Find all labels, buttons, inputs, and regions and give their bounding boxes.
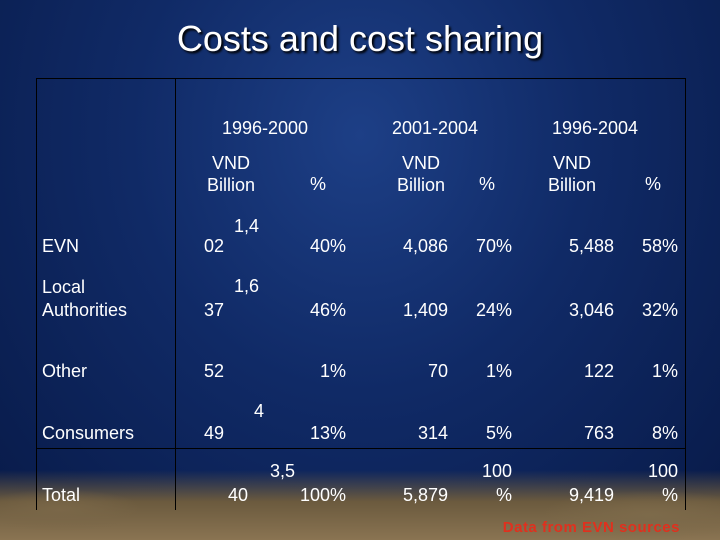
- table-cell: 52: [204, 361, 225, 381]
- table-cell: 40: [228, 485, 249, 505]
- table-cell: 13%: [309, 423, 346, 443]
- row-label: Consumers: [42, 423, 135, 443]
- table-cell: 100: [647, 461, 678, 481]
- table-cell: 5,879: [402, 485, 448, 505]
- table-cell: 46%: [309, 300, 346, 320]
- table-cell: 1,409: [402, 300, 448, 320]
- table-cell: 40%: [309, 236, 346, 256]
- grid-line: [36, 448, 686, 449]
- row-label: Other: [42, 361, 88, 381]
- table-cell: 4,086: [402, 236, 448, 256]
- table-cell: 70: [427, 361, 448, 381]
- grid-line: [175, 78, 176, 510]
- unit-header-vnd: VND Billion: [206, 153, 256, 195]
- table-cell: 32%: [641, 300, 678, 320]
- table-cell: 1%: [485, 361, 512, 381]
- table-cell: 5%: [485, 423, 512, 443]
- unit-header-pct: %: [309, 174, 326, 194]
- table-cell: 3,5: [270, 461, 296, 481]
- table-cell: 58%: [641, 236, 678, 256]
- table-cell: 100%: [299, 485, 346, 505]
- unit-header-pct: %: [644, 174, 661, 194]
- table-cell: 3,046: [568, 300, 614, 320]
- table-cell: 37: [204, 300, 225, 320]
- table-cell: 763: [583, 423, 614, 443]
- table-cell: 1,4: [234, 216, 260, 236]
- row-label: EVN: [42, 236, 80, 256]
- table-cell: 8%: [651, 423, 678, 443]
- table-cell: 122: [583, 361, 614, 381]
- table-cell: 100: [481, 461, 512, 481]
- period-header: 2001-2004: [391, 118, 479, 138]
- period-header: 1996-2004: [551, 118, 639, 138]
- grid-line: [36, 78, 37, 510]
- page-title: Costs and cost sharing: [176, 18, 544, 59]
- period-header: 1996-2000: [221, 118, 309, 138]
- table-cell: 1,6: [234, 276, 260, 296]
- unit-header-pct: %: [478, 174, 495, 194]
- unit-header-vnd: VND Billion: [547, 153, 597, 195]
- table-cell: 4: [254, 401, 265, 421]
- table-cell: 1%: [319, 361, 346, 381]
- table-cell: 02: [204, 236, 225, 256]
- table-cell: 9,419: [568, 485, 614, 505]
- table-cell: 70%: [475, 236, 512, 256]
- grid-line: [36, 78, 686, 79]
- table-cell: 1%: [651, 361, 678, 381]
- table-cell: %: [495, 485, 512, 505]
- table-cell: %: [661, 485, 678, 505]
- table-cell: 314: [417, 423, 448, 443]
- row-label: Total: [42, 485, 81, 505]
- table-cell: 49: [204, 423, 225, 443]
- row-label: Local Authorities: [42, 277, 128, 320]
- source-note: Data from EVN sources: [502, 519, 680, 536]
- grid-line: [685, 78, 686, 510]
- table-cell: 5,488: [568, 236, 614, 256]
- landscape-ground: [0, 470, 720, 540]
- unit-header-vnd: VND Billion: [396, 153, 446, 195]
- cost-table: 1996-2000 2001-2004 1996-2004 VND Billio…: [36, 78, 686, 510]
- table-cell: 24%: [475, 300, 512, 320]
